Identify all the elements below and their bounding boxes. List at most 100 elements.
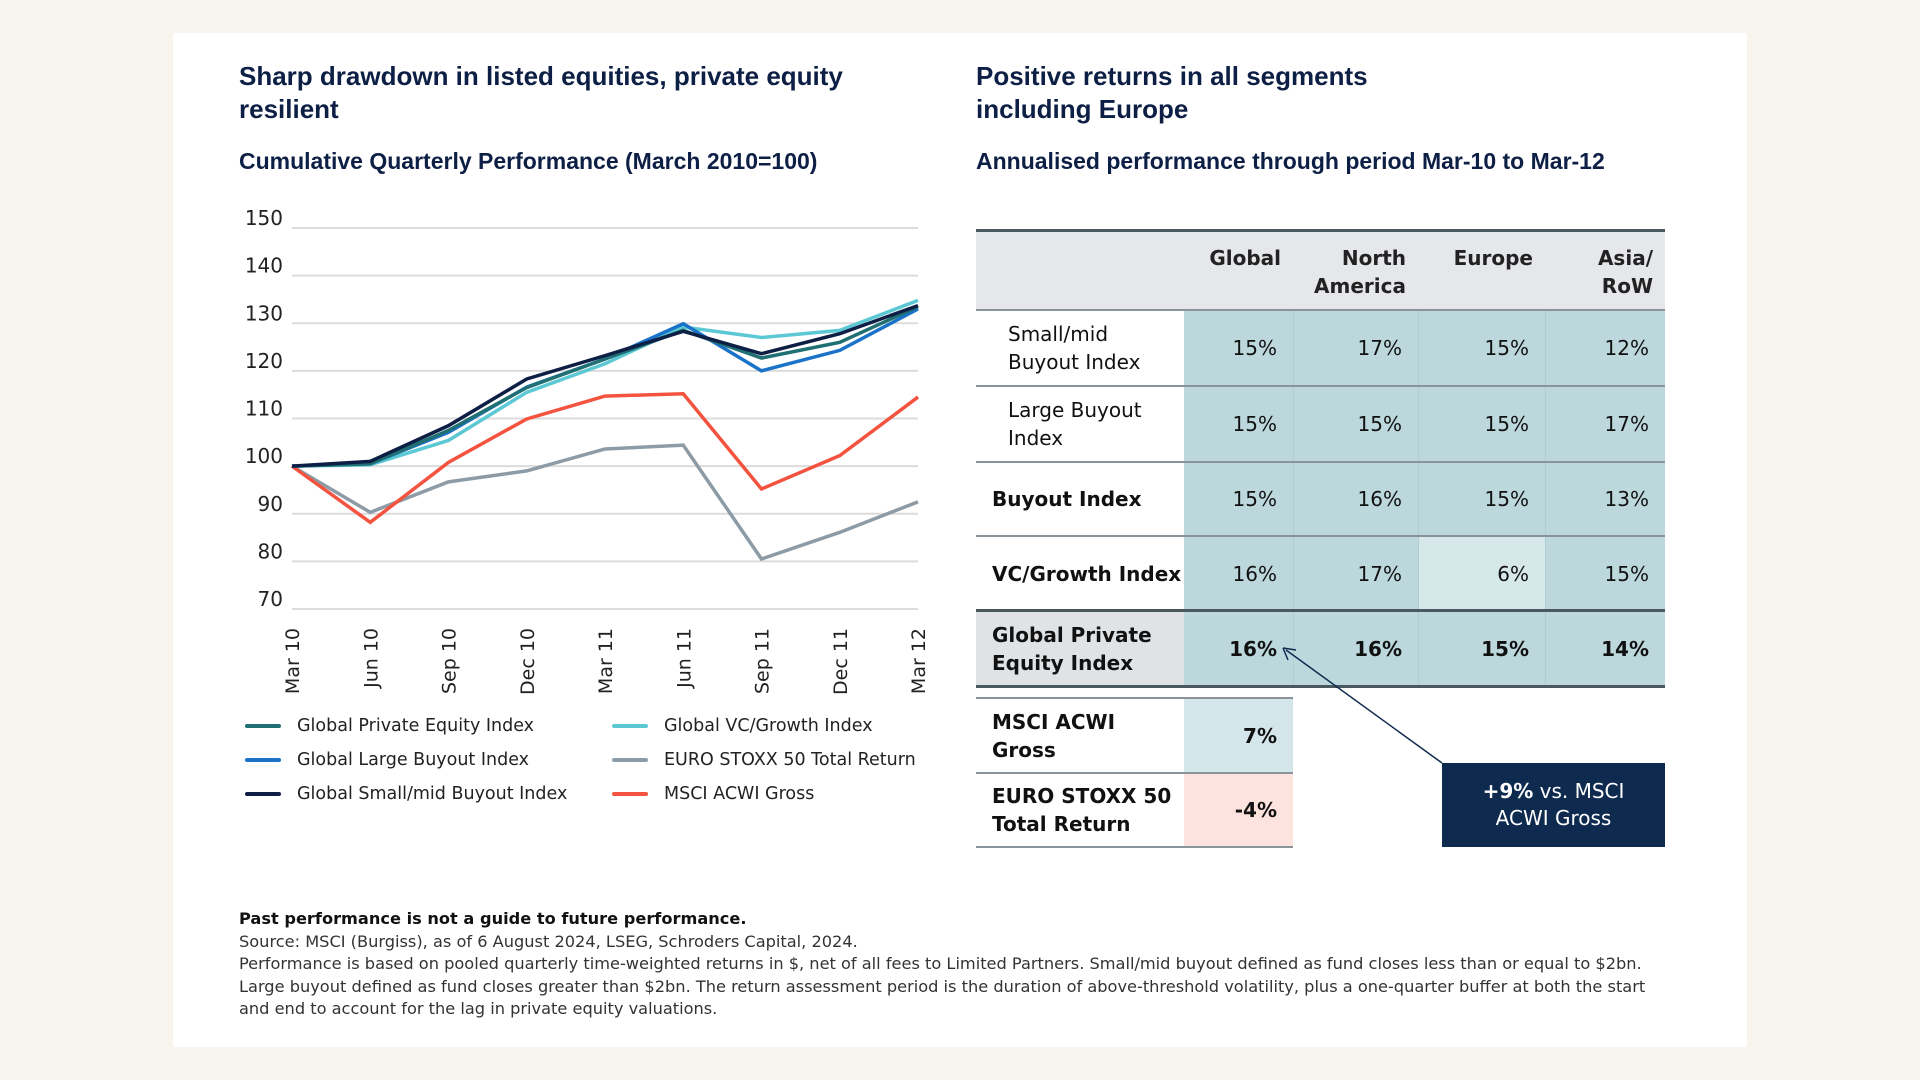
cell-value: 12% xyxy=(1604,336,1649,360)
table-cell: 17% xyxy=(1545,386,1665,462)
x-tick-label: Jun 11 xyxy=(673,628,695,689)
table-cell: 6% xyxy=(1418,536,1545,611)
legend-item: MSCI ACWI Gross xyxy=(612,784,814,804)
column-header: Europe xyxy=(1453,246,1533,270)
legend-swatch xyxy=(612,792,648,796)
table-cell: 13% xyxy=(1545,462,1665,536)
x-tick-label: Mar 11 xyxy=(595,628,617,694)
benchmark-cell: -4% xyxy=(1184,773,1293,847)
table-cell: 15% xyxy=(1184,310,1293,386)
cell-value: 15% xyxy=(1604,561,1649,586)
cell-value: 15% xyxy=(1484,487,1529,511)
legend-label: Global VC/Growth Index xyxy=(664,716,873,736)
y-tick-label: 110 xyxy=(245,397,283,421)
table-rule xyxy=(976,772,1293,774)
legend-swatch xyxy=(245,758,281,762)
legend-item: Global Large Buyout Index xyxy=(245,750,529,770)
x-tick-label: Mar 10 xyxy=(282,628,304,694)
legend-swatch xyxy=(612,758,648,762)
table-header-cell: Asia/ RoW xyxy=(1545,230,1665,310)
table-rule xyxy=(976,685,1665,688)
x-tick-label: Dec 10 xyxy=(517,628,539,695)
table-cell: 15% xyxy=(1418,611,1545,687)
cell-value: 17% xyxy=(1604,412,1649,436)
row-label-cell: Large Buyout Index xyxy=(976,386,1184,462)
benchmark-value: -4% xyxy=(1234,798,1277,822)
series-line-global-private-equity-index xyxy=(291,304,919,468)
callout-bold: +9% xyxy=(1482,779,1534,803)
cell-value: 6% xyxy=(1497,561,1529,586)
table-cell: 17% xyxy=(1293,536,1418,611)
benchmark-value: 7% xyxy=(1243,723,1277,748)
table-cell: 15% xyxy=(1418,386,1545,462)
table-cell: 16% xyxy=(1293,611,1418,687)
legend-label: Global Private Equity Index xyxy=(297,716,535,736)
table-header-cell: North America xyxy=(1293,230,1418,310)
chart-subtitle: Cumulative Quarterly Performance (March … xyxy=(239,148,818,174)
legend-item: Global Private Equity Index xyxy=(245,716,534,736)
cell-value: 15% xyxy=(1357,412,1402,436)
callout-text: vs. MSCI ACWI Gross xyxy=(1495,779,1625,830)
y-tick-label: 140 xyxy=(245,254,283,278)
legend-label: EURO STOXX 50 Total Return xyxy=(664,750,916,770)
cell-value: 17% xyxy=(1357,336,1402,360)
legend-item: Global Small/mid Buyout Index xyxy=(245,784,567,804)
table-rule xyxy=(976,385,1665,387)
series-line-global-vc-growth-index xyxy=(291,298,919,468)
benchmark-label-cell: MSCI ACWI Gross xyxy=(976,698,1184,773)
x-tick-label: Sep 10 xyxy=(439,628,461,694)
table-cell: 15% xyxy=(1293,386,1418,462)
y-tick-label: 150 xyxy=(245,206,283,230)
x-tick-label: Jun 10 xyxy=(360,628,382,689)
cell-value: 14% xyxy=(1601,637,1649,661)
table-cell: 15% xyxy=(1418,310,1545,386)
table-cell: 16% xyxy=(1184,611,1293,687)
table-header-bg xyxy=(976,230,1665,310)
table-cell: 15% xyxy=(1184,386,1293,462)
table-cell: 16% xyxy=(1293,462,1418,536)
row-label-cell: VC/Growth Index xyxy=(976,536,1184,611)
x-tick-label: Mar 12 xyxy=(908,628,930,694)
table-rule xyxy=(976,846,1293,848)
legend-swatch xyxy=(245,724,281,728)
line-chart: 150 140 130 120 110 100 90 80 70 Mar 10 Jun 10 Sep … xyxy=(245,206,930,695)
column-header: Global xyxy=(1209,246,1281,270)
cell-value: 16% xyxy=(1229,637,1277,661)
footnote: Past performance is not a guide to futur… xyxy=(239,908,1659,1021)
table-subtitle: Annualised performance through period Ma… xyxy=(976,148,1605,174)
row-label-cell: Buyout Index xyxy=(976,462,1184,536)
benchmark-label: EURO STOXX 50 Total Return xyxy=(992,784,1172,836)
table-cell: 15% xyxy=(1545,536,1665,611)
series-line-global-small-mid-buyout-index xyxy=(291,303,919,468)
row-label: VC/Growth Index xyxy=(992,561,1182,586)
y-tick-label: 80 xyxy=(258,539,283,563)
x-tick-label: Sep 11 xyxy=(752,628,774,694)
row-label: Large Buyout Index xyxy=(1008,398,1142,450)
table-rule xyxy=(976,609,1665,612)
table-rule xyxy=(976,697,1293,699)
row-label-cell: Global Private Equity Index xyxy=(976,611,1184,687)
legend-swatch xyxy=(245,792,281,796)
legend-label: MSCI ACWI Gross xyxy=(664,784,815,804)
cell-value: 15% xyxy=(1484,412,1529,436)
cell-value: 13% xyxy=(1604,487,1649,511)
callout-box: +9% vs. MSCI ACWI Gross xyxy=(1442,763,1665,847)
y-tick-label: 70 xyxy=(258,587,283,611)
table-cell: 15% xyxy=(1418,462,1545,536)
y-tick-label: 90 xyxy=(258,492,283,516)
cell-value: 15% xyxy=(1232,412,1277,436)
y-tick-label: 120 xyxy=(245,349,283,373)
series-line-msci-acwi-gross xyxy=(290,391,920,525)
table-cell: 14% xyxy=(1545,611,1665,687)
table-rule xyxy=(976,535,1665,537)
y-tick-label: 100 xyxy=(245,444,283,468)
benchmark-cell: 7% xyxy=(1184,698,1293,773)
table-rule xyxy=(976,461,1665,463)
legend-item: Global VC/Growth Index xyxy=(612,716,873,736)
legend-label: Global Small/mid Buyout Index xyxy=(297,784,568,804)
table-cell: 12% xyxy=(1545,310,1665,386)
cell-value: 15% xyxy=(1232,336,1277,360)
column-header: North America xyxy=(1314,246,1406,298)
table-cell: 16% xyxy=(1184,536,1293,611)
legend-item: EURO STOXX 50 Total Return xyxy=(612,750,916,770)
